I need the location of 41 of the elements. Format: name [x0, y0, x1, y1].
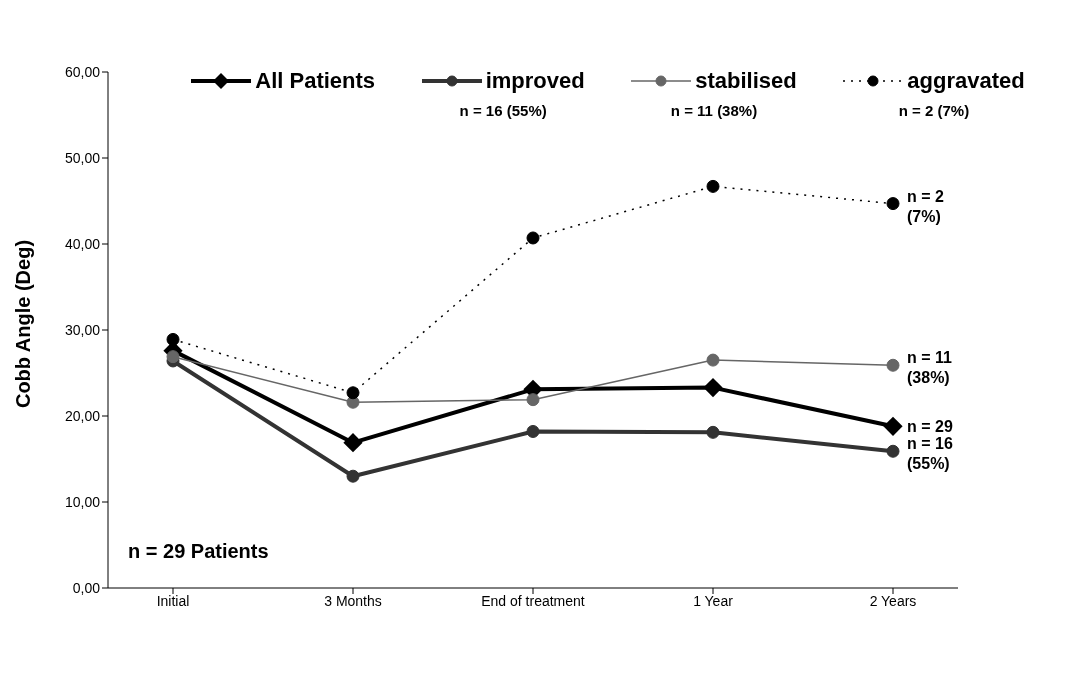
- y-tick-label: 30,00: [64, 321, 101, 338]
- point: [346, 469, 360, 483]
- point: [166, 350, 180, 364]
- legend-label: improved: [485, 68, 585, 94]
- x-tick-label: Initial: [156, 592, 190, 609]
- annotation: n = 11 (38%): [907, 349, 953, 387]
- y-axis-title: Cobb Angle (Deg): [12, 239, 34, 409]
- y-tick-label: 20,00: [64, 407, 101, 424]
- annotation: n = 2 (7%): [898, 102, 970, 120]
- x-tick-label: 1 Year: [693, 592, 734, 609]
- annotation: n = 11 (38%): [670, 102, 758, 120]
- point: [343, 433, 363, 453]
- y-tick-label: 50,00: [64, 149, 101, 166]
- point: [706, 425, 720, 439]
- point: [526, 231, 540, 245]
- y-tick-label: 10,00: [64, 493, 101, 510]
- point: [166, 332, 180, 346]
- point: [706, 353, 720, 367]
- y-tick-label: 40,00: [64, 235, 101, 252]
- y-tick-label: 0,00: [72, 579, 101, 596]
- point: [886, 444, 900, 458]
- x-tick-label: 2 Years: [869, 592, 917, 609]
- y-tick-label: 60,00: [64, 63, 101, 80]
- annotation: n = 29: [907, 418, 953, 436]
- point: [526, 424, 540, 438]
- point: [886, 197, 900, 211]
- point: [706, 179, 720, 193]
- x-tick-label: End of treatment: [481, 592, 585, 609]
- annotation: n = 29 Patients: [128, 540, 269, 562]
- annotation: n = 16 (55%): [907, 435, 953, 473]
- point: [883, 416, 903, 436]
- legend-label: All Patients: [255, 68, 376, 94]
- annotation: n = 2 (7%): [907, 187, 945, 225]
- point: [703, 378, 723, 398]
- point: [346, 386, 360, 400]
- point: [526, 393, 540, 407]
- legend-label: stabilised: [695, 68, 797, 94]
- legend-label: aggravated: [907, 68, 1025, 94]
- point: [886, 358, 900, 372]
- x-tick-label: 3 Months: [324, 592, 382, 609]
- annotation: n = 16 (55%): [459, 102, 547, 120]
